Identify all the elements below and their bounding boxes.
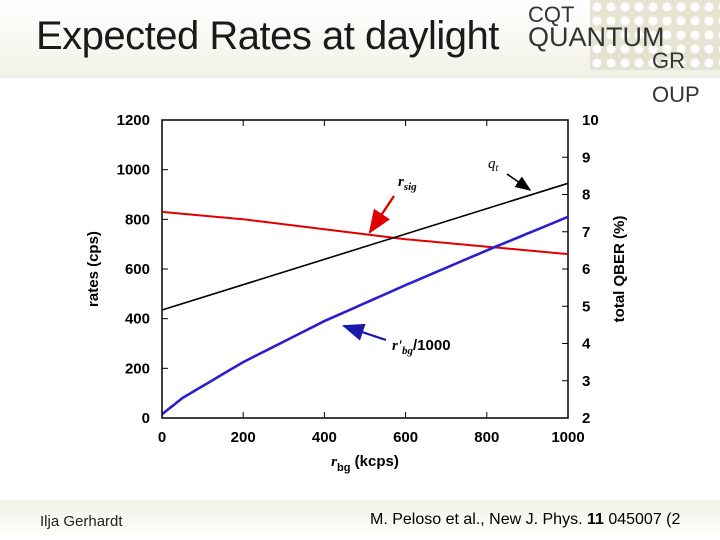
logo-pattern <box>590 0 720 70</box>
annotation-q-t: qt <box>488 156 499 174</box>
footer-band <box>0 500 720 540</box>
y2-tick-label: 4 <box>582 336 591 353</box>
x-tick-label: 0 <box>158 429 166 446</box>
y2-tick-label: 10 <box>582 112 599 129</box>
y2-tick-label: 2 <box>582 410 590 427</box>
series-line-2 <box>161 182 569 311</box>
logo-line-1: CQT <box>528 2 575 27</box>
y-tick-label: 1200 <box>117 112 150 129</box>
citation: M. Peloso et al., New J. Phys. 11 045007… <box>370 511 680 529</box>
y-tick-label: 400 <box>125 311 150 328</box>
x-tick-label: 200 <box>231 429 256 446</box>
x-tick-label: 400 <box>312 429 337 446</box>
y-tick-label: 800 <box>125 211 150 228</box>
citation-volume: 11 <box>586 511 604 528</box>
y2-tick-label: 7 <box>582 224 590 241</box>
logo-line-4: OUP <box>652 82 700 107</box>
x-tick-label: 600 <box>393 429 418 446</box>
annotation-q-t-arrow <box>506 173 532 191</box>
author-name: Ilja Gerhardt <box>40 513 123 530</box>
series-layer <box>161 182 569 416</box>
slide-title: Expected Rates at daylight <box>36 14 499 58</box>
citation-prefix: M. Peloso et al., New J. Phys. <box>370 511 587 528</box>
logo-line-3: GR <box>652 48 685 73</box>
series-line-0 <box>161 210 569 256</box>
y-tick-label: 0 <box>142 410 150 427</box>
y2-tick-label: 6 <box>582 261 590 278</box>
annotation-r-bg: r'bg/1000 <box>392 337 451 357</box>
annotation-r-sig-arrow <box>368 195 395 234</box>
y2-tick-label: 8 <box>582 187 590 204</box>
x-tick-label: 1000 <box>551 429 584 446</box>
annotation-r-sig: rsig <box>398 174 417 193</box>
y-tick-label: 600 <box>125 261 150 278</box>
series-line-1 <box>161 215 569 416</box>
annotation-layer: qt rsig r'bg/1000 <box>341 156 532 357</box>
y-axis-title: rates (cps) <box>85 231 102 307</box>
x-axis-title: rbg (kcps) <box>331 453 399 474</box>
y-tick-label: 200 <box>125 360 150 377</box>
y2-tick-label: 3 <box>582 373 590 390</box>
citation-suffix: 045007 (2 <box>603 511 681 528</box>
y2-axis-title: total QBER (%) <box>611 216 628 323</box>
y-tick-label: 1000 <box>117 162 150 179</box>
annotation-r-bg-arrow <box>341 323 387 342</box>
y2-tick-label: 9 <box>582 149 590 166</box>
y2-tick-label: 5 <box>582 298 590 315</box>
tick-layer: 0 200 400 600 800 1000 0 200 400 600 800 1000 1200 2 3… <box>85 112 628 474</box>
x-tick-label: 800 <box>474 429 499 446</box>
logo-line-2: QUANTUM <box>528 22 665 52</box>
